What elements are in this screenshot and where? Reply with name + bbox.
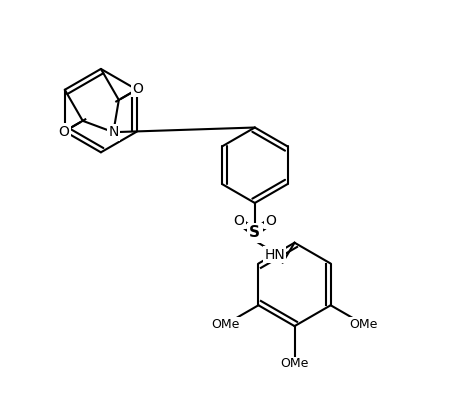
Text: N: N bbox=[108, 125, 118, 139]
Text: S: S bbox=[249, 225, 260, 240]
Text: HN: HN bbox=[264, 248, 285, 262]
Text: O: O bbox=[132, 82, 143, 96]
Text: O: O bbox=[265, 214, 275, 228]
Text: OMe: OMe bbox=[348, 318, 377, 331]
Text: O: O bbox=[233, 214, 244, 228]
Text: O: O bbox=[58, 125, 69, 139]
Text: OMe: OMe bbox=[280, 357, 308, 370]
Text: OMe: OMe bbox=[211, 318, 240, 331]
